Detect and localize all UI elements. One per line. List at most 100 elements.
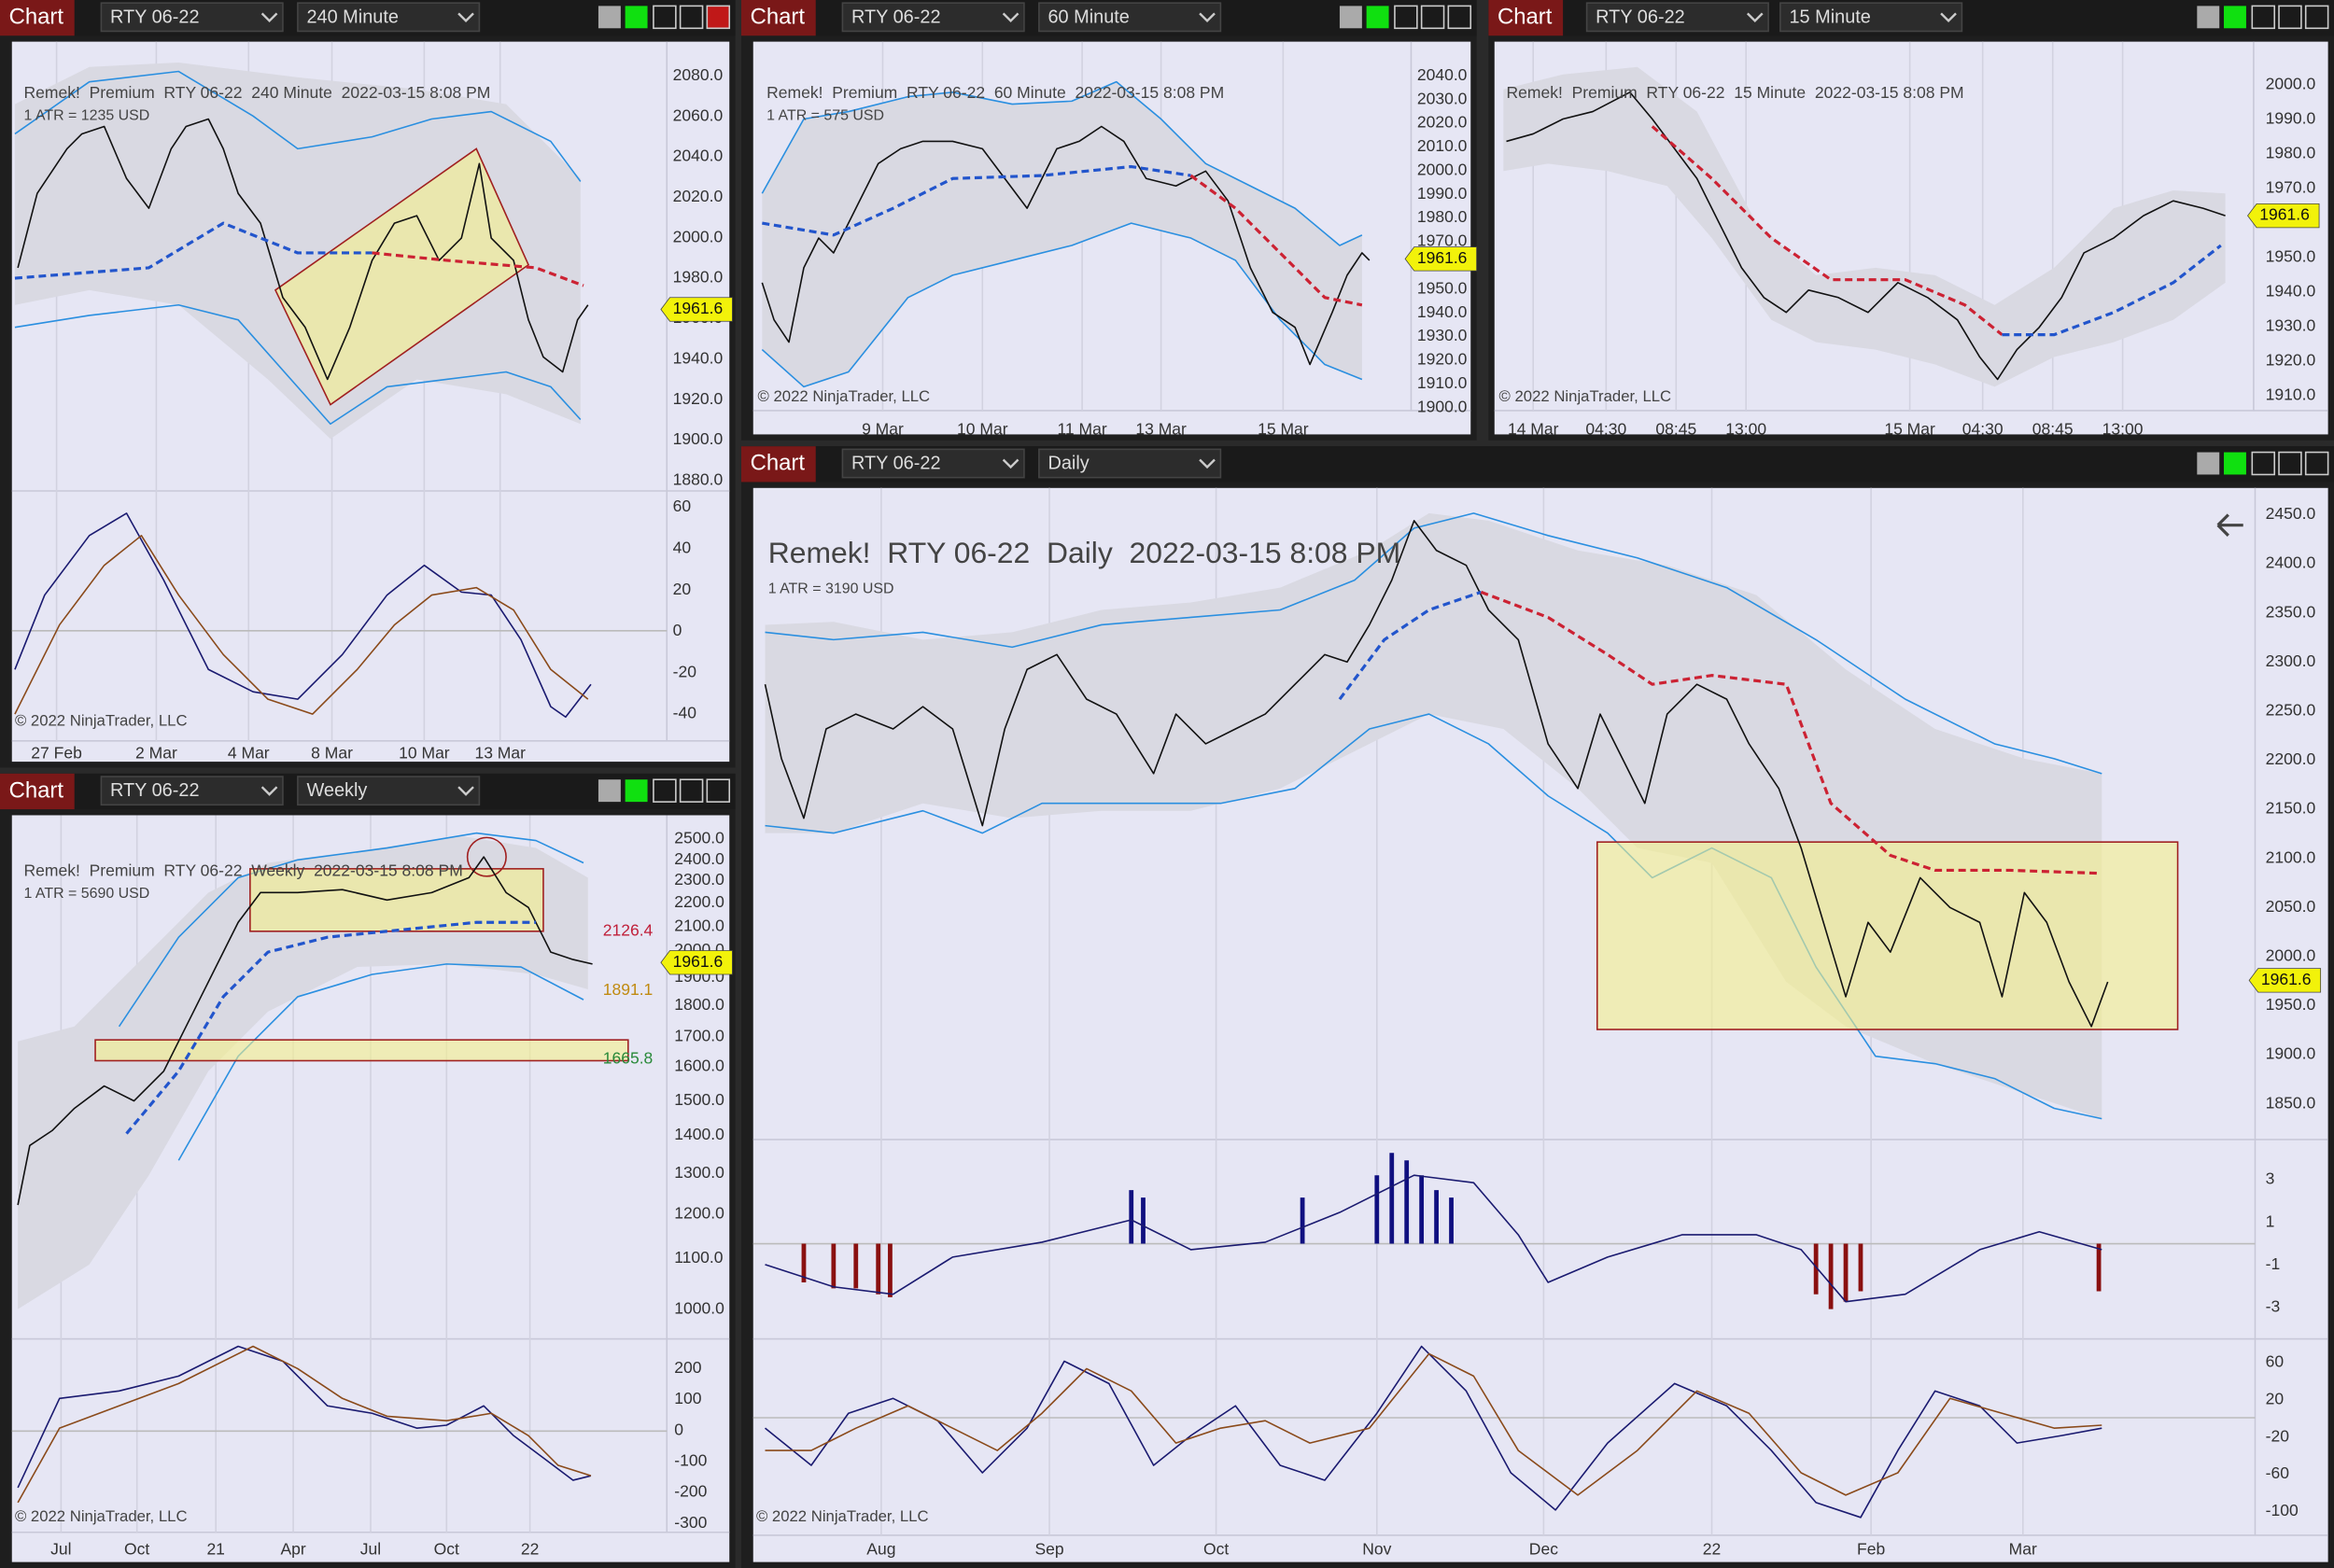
- timeframe-label[interactable]: Daily: [1047, 454, 1089, 474]
- dropdown-chevron[interactable]: [457, 786, 474, 796]
- axis-tick-label: 2000.0: [2266, 74, 2316, 92]
- maximize-button[interactable]: [1420, 5, 1445, 30]
- instrument-dropdown[interactable]: [841, 448, 1025, 479]
- axis-tick-label: 2100.0: [2266, 847, 2316, 866]
- copyright: © 2022 NinjaTrader, LLC: [756, 1507, 929, 1525]
- minimize-button[interactable]: [653, 778, 677, 803]
- maximize-button[interactable]: [2278, 5, 2302, 30]
- timeframe-label[interactable]: 240 Minute: [306, 7, 399, 27]
- instrument-label[interactable]: RTY 06-22: [1596, 7, 1685, 27]
- dropdown-chevron[interactable]: [457, 12, 474, 23]
- axis-tick-label: 1950.0: [1417, 278, 1468, 297]
- instrument-dropdown[interactable]: [1585, 2, 1769, 33]
- dropdown-chevron[interactable]: [1002, 12, 1019, 23]
- close-button[interactable]: [2304, 5, 2329, 30]
- axis-tick-label: 3: [2266, 1169, 2275, 1188]
- link-button[interactable]: [1366, 6, 1389, 29]
- time-axis-label: 08:45: [1655, 419, 1696, 438]
- trend-line: [762, 164, 1191, 237]
- link-button[interactable]: [598, 779, 621, 803]
- dropdown-chevron[interactable]: [1002, 458, 1019, 469]
- price-tag: [660, 297, 733, 322]
- link-button[interactable]: [625, 6, 648, 29]
- link-button[interactable]: [625, 779, 648, 803]
- time-axis-label: 13:00: [2102, 419, 2144, 438]
- link-button[interactable]: [2224, 6, 2246, 29]
- oscillator: [765, 1345, 2102, 1519]
- price-tag-label: 1961.6: [2259, 205, 2310, 224]
- axis-tick-label: 1970.0: [1417, 231, 1468, 250]
- minimize-button[interactable]: [1394, 5, 1418, 30]
- link-button[interactable]: [1339, 6, 1362, 29]
- level-label: 1665.8: [603, 1049, 654, 1068]
- chart-tab-label[interactable]: Chart: [751, 4, 806, 29]
- price-tag: [2247, 203, 2320, 229]
- band: [14, 62, 581, 440]
- link-button[interactable]: [2197, 6, 2220, 29]
- axis-tick-label: 2000.0: [1417, 160, 1468, 178]
- maximize-button[interactable]: [679, 5, 704, 30]
- instrument-label[interactable]: RTY 06-22: [851, 7, 941, 27]
- chart-tab-label[interactable]: Chart: [9, 4, 64, 29]
- axis-tick-label: 2450.0: [2266, 504, 2316, 523]
- dropdown-chevron[interactable]: [1746, 12, 1764, 23]
- link-button[interactable]: [598, 6, 621, 29]
- zone: [94, 1039, 629, 1062]
- link-button[interactable]: [2197, 452, 2220, 475]
- chart-tab[interactable]: [0, 773, 75, 810]
- chart-tab[interactable]: [741, 0, 816, 36]
- timeframe-label[interactable]: 60 Minute: [1047, 7, 1129, 27]
- chart-tab[interactable]: [741, 446, 816, 483]
- link-button[interactable]: [2224, 452, 2246, 475]
- instrument-dropdown[interactable]: [100, 776, 284, 806]
- timeframe-dropdown[interactable]: [1038, 2, 1222, 33]
- dropdown-chevron[interactable]: [1940, 12, 1957, 23]
- dropdown-chevron[interactable]: [260, 12, 278, 23]
- axis-tick-label: -20: [2266, 1426, 2290, 1445]
- chart-tab-label[interactable]: Chart: [751, 451, 806, 476]
- level-label: 1891.1: [603, 980, 654, 999]
- minimize-button[interactable]: [2251, 451, 2276, 476]
- time-axis-label: 9 Mar: [862, 419, 904, 438]
- close-button[interactable]: [2304, 451, 2329, 476]
- instrument-label[interactable]: RTY 06-22: [110, 780, 200, 801]
- axis-tick-label: 2400.0: [2266, 553, 2316, 572]
- timeframe-dropdown[interactable]: [297, 2, 481, 33]
- timeframe-dropdown[interactable]: [297, 776, 481, 806]
- level-label: 2126.4: [603, 920, 654, 939]
- timeframe-dropdown[interactable]: [1779, 2, 1963, 33]
- close-button[interactable]: [706, 5, 731, 30]
- minimize-button[interactable]: [653, 5, 677, 30]
- close-button[interactable]: [706, 778, 731, 803]
- axis-tick-label: 2300.0: [674, 870, 724, 889]
- axis-tick-label: 1910.0: [2266, 385, 2316, 404]
- timeframe-dropdown[interactable]: [1038, 448, 1222, 479]
- maximize-button[interactable]: [2278, 451, 2302, 476]
- instrument-label[interactable]: RTY 06-22: [851, 454, 941, 474]
- dropdown-chevron[interactable]: [1199, 12, 1216, 23]
- instrument-label[interactable]: RTY 06-22: [110, 7, 200, 27]
- time-axis-label: 21: [206, 1539, 224, 1558]
- chart-tab-label[interactable]: Chart: [1497, 4, 1553, 29]
- axis-tick-label: 1900.0: [1417, 397, 1468, 415]
- atr-label: 1 ATR = 5690 USD: [24, 886, 150, 902]
- chart-tab-label[interactable]: Chart: [9, 777, 64, 803]
- back-arrow-icon[interactable]: [2216, 513, 2243, 537]
- axis-tick-label: -100: [2266, 1501, 2299, 1519]
- axis-tick-label: 2200.0: [674, 892, 724, 911]
- chart-tab[interactable]: [1488, 0, 1564, 36]
- dropdown-chevron[interactable]: [260, 786, 278, 796]
- time-axis-label: 27 Feb: [31, 744, 82, 763]
- instrument-dropdown[interactable]: [100, 2, 284, 33]
- axis-tick-label: -40: [673, 704, 697, 722]
- band-upper: [118, 832, 584, 1028]
- maximize-button[interactable]: [679, 778, 704, 803]
- instrument-dropdown[interactable]: [841, 2, 1025, 33]
- close-button[interactable]: [1447, 5, 1472, 30]
- dropdown-chevron[interactable]: [1199, 458, 1216, 469]
- minimize-button[interactable]: [2251, 5, 2276, 30]
- timeframe-label[interactable]: Weekly: [306, 780, 367, 801]
- chart-tab[interactable]: [0, 0, 75, 36]
- timeframe-label[interactable]: 15 Minute: [1789, 7, 1870, 27]
- price: [17, 856, 593, 1206]
